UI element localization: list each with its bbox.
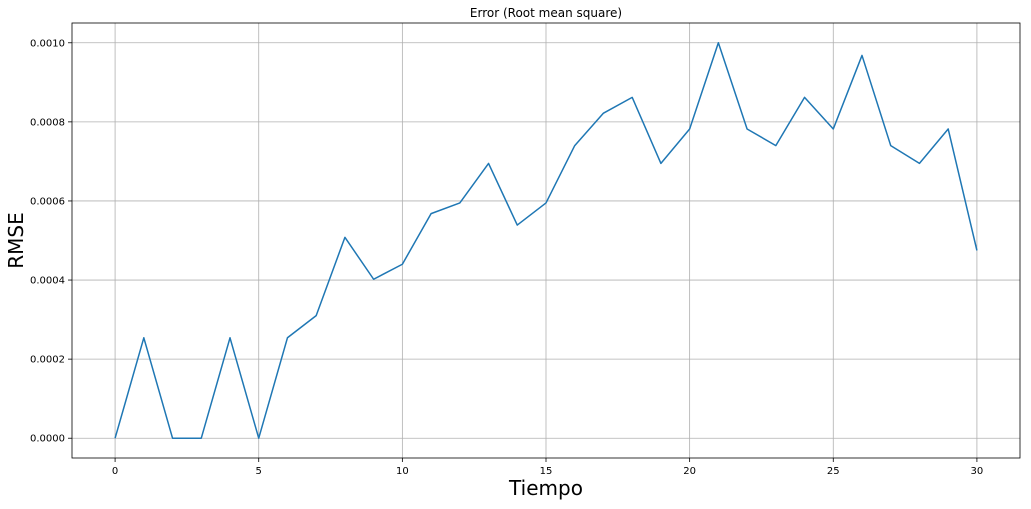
series-layer <box>114 42 978 439</box>
x-tick-label: 30 <box>971 466 984 477</box>
y-axis-label: RMSE <box>4 212 28 268</box>
series-line <box>114 42 978 439</box>
x-axis-label: Tiempo <box>508 476 583 500</box>
y-tick-label: 0.0006 <box>30 196 65 207</box>
y-tick-label: 0.0002 <box>30 355 65 366</box>
x-tick-label: 20 <box>683 466 696 477</box>
x-tick-label: 0 <box>112 466 118 477</box>
x-tick-label: 15 <box>540 466 553 477</box>
x-tick-label: 5 <box>256 466 262 477</box>
chart-title: Error (Root mean square) <box>470 6 622 20</box>
y-tick-label: 0.0010 <box>30 38 65 49</box>
grid <box>72 23 1020 458</box>
x-tick-label: 10 <box>396 466 409 477</box>
x-tick-label: 25 <box>827 466 840 477</box>
y-tick-label: 0.0004 <box>30 276 65 287</box>
y-tick-label: 0.0008 <box>30 117 65 128</box>
y-axis-ticks: 0.0000 0.0002 0.0004 0.0006 0.0008 0.0010 <box>30 38 72 445</box>
x-axis-ticks: 0 5 10 15 20 25 30 <box>112 458 983 477</box>
y-tick-label: 0.0000 <box>30 434 65 445</box>
